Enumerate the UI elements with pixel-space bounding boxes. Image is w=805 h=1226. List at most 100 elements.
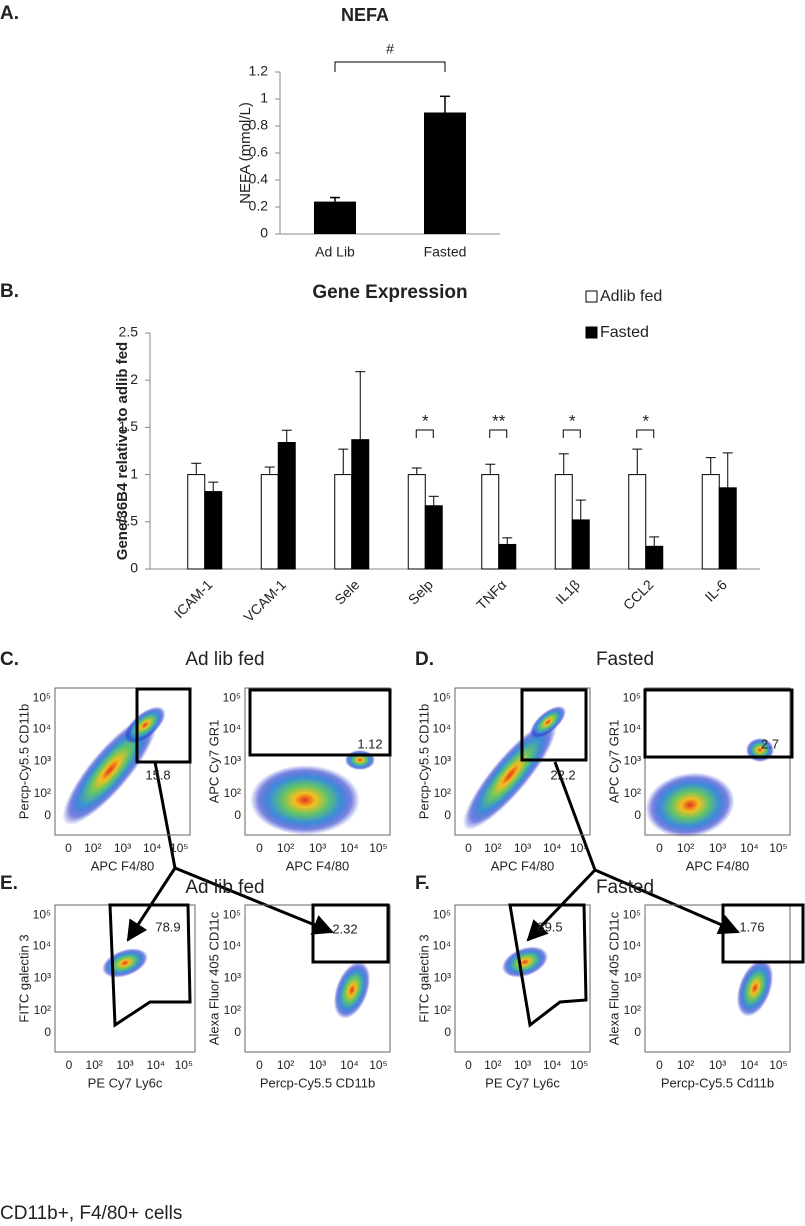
x-tick-label: 10² [677,1058,694,1072]
panel-label: D. [415,649,434,670]
x-tick-label: 0 [65,841,72,855]
x-tick-label: TNFα [473,576,509,612]
arrow [594,868,740,935]
x-tick-label: 10⁴ [543,1058,562,1072]
y-tick-label: 10² [34,786,51,800]
x-tick-label: 10² [484,1058,501,1072]
y-tick-label: 0 [260,225,268,241]
x-tick-label: Sele [331,576,362,607]
panel-label: C. [0,649,19,670]
y-axis-label: NEFA (mmol/L) [237,102,254,204]
y-tick-label: 0.2 [249,198,269,214]
significance-bracket [489,429,508,438]
y-tick-label: 10⁴ [432,938,451,952]
x-tick-label: 10⁵ [769,841,787,855]
x-tick-label: 0 [66,1058,73,1072]
x-axis-label: Percp-Cy5.5 Cd11b [661,1075,774,1090]
x-tick-label: IL1β [552,576,583,607]
significance-bracket [415,429,434,438]
x-tick-label: 10² [277,841,294,855]
density-cloud [529,705,567,739]
density-cloud [501,946,549,978]
bar [314,201,356,234]
density-cloud [333,961,371,1019]
y-tick-label: 10² [224,1003,241,1017]
gate-value: 22.2 [550,767,575,782]
x-axis-label: Percp-Cy5.5 CD11b [260,1075,375,1090]
y-axis-label: APC Cy7 GR1 [606,720,621,804]
x-tick-label: 10⁴ [740,1058,759,1072]
plot-group-title: Ad lib fed [185,877,264,898]
legend-swatch [585,290,598,303]
x-tick-label: 10³ [709,841,726,855]
y-tick-label: 0 [130,560,138,576]
significance-bracket [334,61,446,72]
y-tick-label: 10⁵ [223,690,241,704]
x-axis-label: APC F4/80 [491,858,555,873]
x-tick-label: Ad Lib [315,244,355,260]
gate [248,688,392,757]
y-tick-label: 0 [634,808,641,822]
density-cloud [102,948,148,978]
x-tick-label: 10³ [514,841,531,855]
y-tick-label: 10² [434,786,451,800]
x-tick-label: 10⁵ [570,841,588,855]
y-tick-label: 0 [44,1025,51,1039]
bar [645,545,664,570]
x-tick-label: 0 [656,1058,663,1072]
y-tick-label: 0.6 [249,144,269,160]
y-tick-label: 1 [260,90,268,106]
gate-value: 2.7 [761,736,779,751]
plot-frame [644,904,791,1053]
y-tick-label: 10² [224,786,241,800]
arrow [174,866,334,935]
x-tick-label: VCAM-1 [240,576,289,625]
density-cloud [462,720,558,830]
bar [424,505,443,570]
panel-label: E. [0,873,18,894]
footer: CD11b+, F4/80+ cells [0,1203,182,1224]
y-tick-label: 10³ [224,754,241,768]
y-tick-label: 10⁵ [623,907,641,921]
y-tick-label: 0.8 [249,117,269,133]
y-axis-label: Percp-Cy5.5 CD11b [16,704,31,819]
bar [554,474,573,570]
bar [351,439,370,570]
panel-label: F. [415,873,430,894]
y-axis-label: FITC galectin 3 [16,934,31,1022]
gate [721,903,805,964]
gate [643,688,794,759]
y-tick-label: 10³ [224,971,241,985]
x-tick-label: 0 [256,841,263,855]
bar [260,474,279,570]
y-tick-label: 1.5 [119,418,139,434]
y-tick-label: 10⁵ [33,907,51,921]
legend-label: Fasted [600,324,649,341]
y-axis-label: Alexa Fluor 405 CD11c [606,911,621,1045]
gate [311,903,390,964]
y-tick-label: 10⁴ [222,721,241,735]
bar [407,474,426,570]
x-tick-label: 10⁴ [147,1058,166,1072]
y-axis-label: APC Cy7 GR1 [206,720,221,804]
y-tick-label: 10⁴ [432,721,451,735]
plot-group-title: Fasted [596,877,654,898]
density-cloud [736,959,774,1017]
legend-label: Adlib fed [600,288,662,305]
bar [204,491,223,570]
y-tick-label: 0 [444,1025,451,1039]
y-tick-label: 0.4 [249,171,269,187]
plot-group-title: Fasted [596,649,654,670]
arrow [153,761,177,869]
x-tick-label: CCL2 [620,576,657,613]
gate-value: 15.8 [145,767,170,782]
y-tick-label: 10² [34,1003,51,1017]
plot-frame [454,687,591,836]
x-tick-label: 10² [677,841,694,855]
x-tick-label: 10³ [309,1058,326,1072]
y-tick-label: 10⁵ [33,690,51,704]
x-axis-label: PE Cy7 Ly6c [485,1075,560,1090]
y-tick-label: 10⁴ [32,938,51,952]
gate-value: 1.12 [357,736,382,751]
legend-swatch [585,326,598,339]
